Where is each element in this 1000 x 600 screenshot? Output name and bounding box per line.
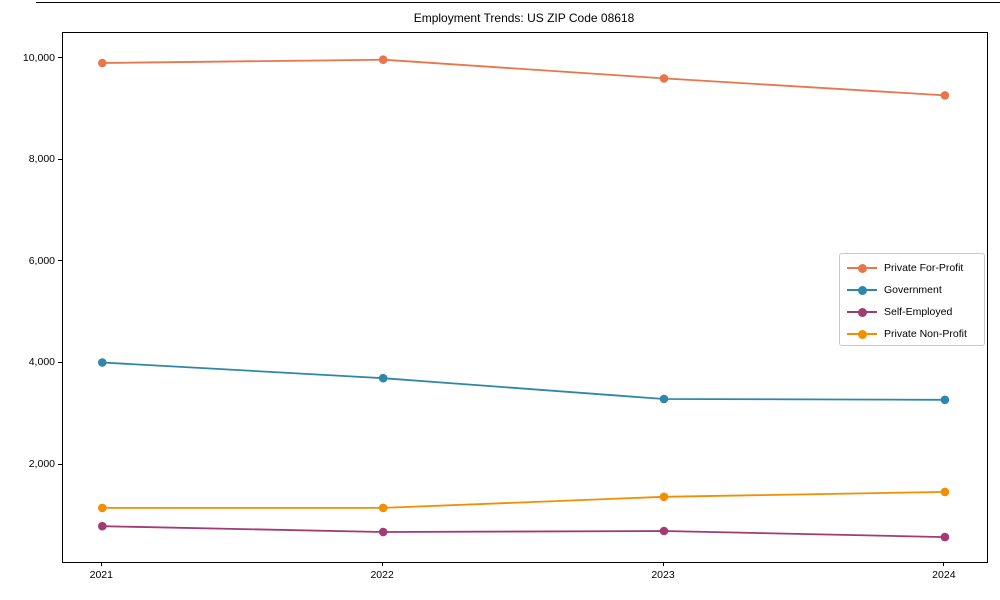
series-line-private-for-profit <box>102 58 945 97</box>
data-point-private-for-profit <box>378 55 388 64</box>
x-tick-mark <box>943 562 945 566</box>
x-tick-mark <box>381 562 383 566</box>
x-tick-label: 2024 <box>932 569 956 581</box>
y-tick-mark <box>58 463 62 465</box>
data-point-self-employed <box>378 527 388 537</box>
legend-item-self-employed: Self-Employed <box>844 301 984 323</box>
series-line-private-non-profit <box>102 491 945 509</box>
data-point-private-non-profit <box>378 503 388 513</box>
line-marker-icon <box>847 279 877 301</box>
x-tick-label: 2021 <box>89 569 113 581</box>
data-point-private-non-profit <box>659 492 669 502</box>
data-point-self-employed <box>98 521 107 531</box>
y-tick-mark <box>58 57 62 59</box>
data-point-government <box>940 395 950 405</box>
series-line-government <box>102 361 945 401</box>
legend-item-private-non-profit: Private Non-Profit <box>844 323 984 345</box>
y-tick-mark <box>58 158 62 160</box>
plot-area: Private For-Profit Government Self-Emplo… <box>62 32 988 563</box>
x-tick-label: 2022 <box>370 569 394 581</box>
data-point-government <box>378 373 388 383</box>
y-tick-label: 6,000 <box>28 254 55 267</box>
series-line-self-employed <box>102 525 945 538</box>
line-marker-icon <box>847 323 877 345</box>
data-point-private-for-profit <box>940 91 950 100</box>
line-marker-icon <box>847 301 877 323</box>
data-point-private-for-profit <box>659 74 669 83</box>
x-tick-label: 2023 <box>651 569 675 581</box>
y-tick-label: 8,000 <box>28 153 55 166</box>
y-tick-label: 4,000 <box>28 356 55 369</box>
y-tick-label: 10,000 <box>22 51 55 64</box>
legend-item-private-for-profit: Private For-Profit <box>844 257 984 279</box>
x-tick-mark <box>100 562 102 566</box>
series-plot <box>98 55 950 542</box>
data-point-private-for-profit <box>98 58 107 68</box>
legend-label: Private Non-Profit <box>884 328 967 340</box>
chart-title: Employment Trends: US ZIP Code 08618 <box>413 11 635 25</box>
legend-label: Government <box>884 284 942 296</box>
data-point-self-employed <box>659 526 669 536</box>
y-tick-mark <box>58 361 62 363</box>
legend-label: Private For-Profit <box>884 262 964 274</box>
data-point-self-employed <box>940 532 950 542</box>
data-point-private-non-profit <box>98 503 107 513</box>
top-border-line <box>36 2 1000 3</box>
data-point-private-non-profit <box>940 487 950 497</box>
line-marker-icon <box>847 257 877 279</box>
legend: Private For-Profit Government Self-Emplo… <box>839 253 985 346</box>
data-point-government <box>98 358 107 367</box>
y-tick-label: 2,000 <box>28 458 55 471</box>
y-tick-mark <box>58 260 62 262</box>
legend-label: Self-Employed <box>884 306 953 318</box>
x-tick-mark <box>662 562 664 566</box>
legend-item-government: Government <box>844 279 984 301</box>
data-point-government <box>659 394 669 404</box>
